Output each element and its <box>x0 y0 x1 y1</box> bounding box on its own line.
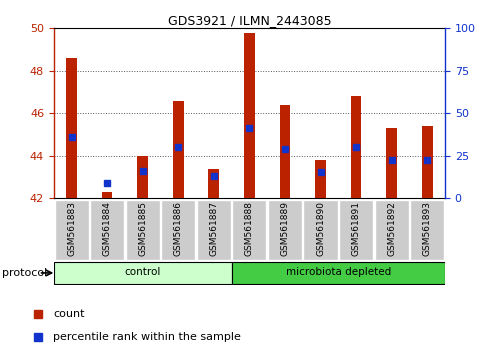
Bar <box>66 58 77 198</box>
Text: GSM561887: GSM561887 <box>209 201 218 256</box>
FancyBboxPatch shape <box>196 200 230 260</box>
FancyBboxPatch shape <box>409 200 444 260</box>
Text: GSM561886: GSM561886 <box>173 201 183 256</box>
Bar <box>421 126 432 198</box>
FancyBboxPatch shape <box>125 200 160 260</box>
FancyBboxPatch shape <box>303 200 337 260</box>
Bar <box>137 156 148 198</box>
Bar <box>315 160 325 198</box>
Text: GSM561891: GSM561891 <box>351 201 360 256</box>
Text: GSM561883: GSM561883 <box>67 201 76 256</box>
Text: GSM561885: GSM561885 <box>138 201 147 256</box>
FancyBboxPatch shape <box>54 200 88 260</box>
Text: GSM561889: GSM561889 <box>280 201 289 256</box>
FancyBboxPatch shape <box>90 200 124 260</box>
Bar <box>208 169 219 198</box>
Text: count: count <box>53 309 84 319</box>
Bar <box>102 192 112 198</box>
FancyBboxPatch shape <box>232 200 266 260</box>
Text: GSM561893: GSM561893 <box>422 201 431 256</box>
Bar <box>350 96 361 198</box>
FancyBboxPatch shape <box>267 200 302 260</box>
FancyBboxPatch shape <box>161 200 195 260</box>
Bar <box>244 33 254 198</box>
FancyBboxPatch shape <box>231 262 444 284</box>
Text: GSM561884: GSM561884 <box>102 201 111 256</box>
Text: percentile rank within the sample: percentile rank within the sample <box>53 332 241 342</box>
Title: GDS3921 / ILMN_2443085: GDS3921 / ILMN_2443085 <box>167 14 330 27</box>
Text: GSM561888: GSM561888 <box>244 201 253 256</box>
Bar <box>279 105 290 198</box>
Text: protocol: protocol <box>2 268 48 278</box>
Text: microbiota depleted: microbiota depleted <box>285 268 390 278</box>
FancyBboxPatch shape <box>338 200 372 260</box>
Bar <box>173 101 183 198</box>
Text: GSM561892: GSM561892 <box>386 201 395 256</box>
Text: GSM561890: GSM561890 <box>315 201 325 256</box>
Text: control: control <box>124 268 161 278</box>
Bar <box>386 128 396 198</box>
FancyBboxPatch shape <box>374 200 408 260</box>
FancyBboxPatch shape <box>54 262 231 284</box>
